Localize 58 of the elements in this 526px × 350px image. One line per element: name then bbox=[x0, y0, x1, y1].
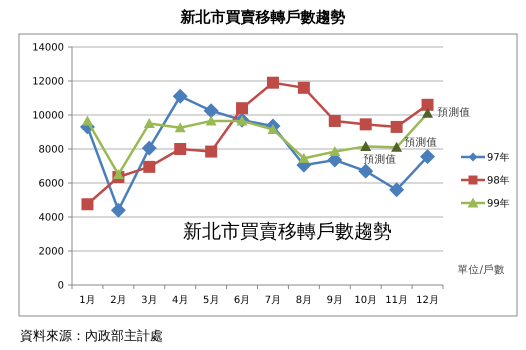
legend-label: 98年 bbox=[487, 174, 510, 186]
annotation: 預測值 bbox=[364, 153, 397, 166]
point bbox=[422, 98, 434, 111]
point bbox=[298, 82, 310, 94]
point bbox=[329, 146, 340, 156]
x-tick-label: 5月 bbox=[202, 295, 220, 306]
point bbox=[174, 122, 186, 132]
point bbox=[205, 146, 218, 158]
y-tick-label: 12000 bbox=[32, 76, 64, 88]
x-tick-label: 10月 bbox=[354, 295, 378, 306]
x-tick-label: 3月 bbox=[141, 295, 158, 306]
point bbox=[206, 115, 217, 126]
y-tick-label: 8000 bbox=[38, 144, 64, 156]
point bbox=[236, 102, 248, 114]
point bbox=[360, 140, 372, 151]
point bbox=[174, 143, 186, 155]
legend-label: 99年 bbox=[487, 198, 510, 210]
point bbox=[360, 118, 372, 130]
point bbox=[82, 115, 93, 126]
y-tick-label: 4000 bbox=[38, 212, 64, 224]
point bbox=[143, 160, 156, 173]
y-tick-label: 2000 bbox=[38, 246, 64, 258]
source-note: 資料來源：內政部主計處 bbox=[20, 328, 163, 344]
x-tick-label: 11月 bbox=[385, 295, 408, 306]
y-tick-label: 6000 bbox=[38, 178, 64, 190]
x-tick-label: 9月 bbox=[326, 295, 343, 306]
point bbox=[110, 202, 126, 218]
point bbox=[204, 103, 219, 118]
x-tick-label: 2月 bbox=[110, 295, 127, 306]
y-tick-label: 0 bbox=[58, 280, 64, 292]
x-tick-label: 12月 bbox=[416, 295, 439, 306]
legend-label: 97年 bbox=[487, 152, 510, 164]
x-tick-label: 7月 bbox=[264, 295, 282, 306]
point bbox=[422, 108, 434, 118]
point bbox=[420, 149, 436, 164]
y-axis-title: 單位/戶數 bbox=[457, 263, 505, 276]
y-tick-label: 10000 bbox=[32, 110, 64, 122]
annotation: 新北市買賣移轉戶數趨勢 bbox=[183, 220, 392, 242]
x-tick-label: 1月 bbox=[79, 295, 96, 306]
point bbox=[328, 114, 341, 127]
point bbox=[358, 164, 374, 179]
point bbox=[391, 142, 402, 152]
x-tick-label: 4月 bbox=[172, 295, 188, 306]
point bbox=[142, 140, 157, 156]
point bbox=[390, 120, 403, 133]
x-tick-label: 8月 bbox=[296, 295, 312, 306]
point bbox=[81, 198, 94, 210]
chart-title: 新北市買賣移轉戶數趨勢 bbox=[180, 8, 346, 26]
point bbox=[144, 118, 155, 128]
point bbox=[389, 182, 404, 198]
annotation: 預測值 bbox=[438, 106, 471, 118]
point bbox=[112, 169, 124, 179]
point bbox=[172, 88, 188, 104]
y-tick-label: 14000 bbox=[32, 42, 64, 54]
point bbox=[298, 152, 310, 163]
point bbox=[266, 76, 279, 89]
annotation: 預測值 bbox=[404, 136, 438, 148]
x-tick-label: 6月 bbox=[234, 295, 250, 306]
